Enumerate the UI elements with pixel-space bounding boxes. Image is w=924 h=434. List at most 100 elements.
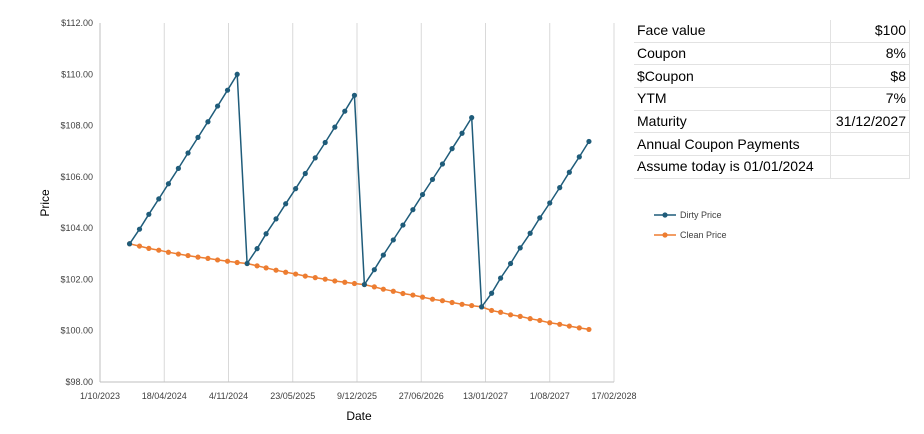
data-point bbox=[175, 251, 181, 257]
data-point bbox=[205, 255, 211, 262]
info-label: Assume today is 01/01/2024 bbox=[634, 155, 831, 179]
data-point bbox=[429, 176, 436, 183]
data-point bbox=[293, 186, 299, 192]
data-point bbox=[527, 316, 533, 322]
data-point bbox=[419, 294, 426, 300]
x-tick-label: 23/05/2025 bbox=[270, 391, 315, 401]
data-point bbox=[517, 245, 523, 251]
x-tick-label: 1/10/2023 bbox=[80, 391, 120, 401]
data-point bbox=[185, 252, 191, 259]
data-point bbox=[537, 215, 543, 221]
y-tick-label: $110.00 bbox=[61, 69, 93, 79]
series-clean-price bbox=[126, 241, 592, 333]
y-tick-labels: $98.00 $100.00 $102.00 $104.00 $106.00 $108.0… bbox=[60, 18, 93, 387]
data-point bbox=[400, 290, 406, 297]
data-point bbox=[332, 278, 338, 284]
data-point bbox=[234, 259, 240, 266]
data-point bbox=[263, 231, 269, 237]
data-point bbox=[449, 299, 455, 306]
data-point bbox=[489, 290, 495, 296]
data-point bbox=[380, 286, 386, 292]
info-label: Annual Coupon Payments bbox=[634, 132, 831, 157]
data-point bbox=[156, 196, 162, 202]
info-value: $100 bbox=[830, 20, 910, 43]
legend-label: Dirty Price bbox=[680, 210, 722, 220]
data-point bbox=[429, 296, 436, 302]
data-point bbox=[322, 276, 328, 282]
data-point bbox=[371, 284, 377, 290]
data-point bbox=[214, 103, 221, 109]
data-point bbox=[302, 170, 308, 177]
x-tick-labels: 1/10/2023 18/04/2024 4/11/2024 23/05/2025 9/… bbox=[80, 391, 637, 401]
data-point bbox=[195, 254, 201, 260]
series-group bbox=[126, 71, 592, 333]
info-row: Assume today is 01/01/2024 bbox=[634, 155, 910, 179]
data-point bbox=[459, 301, 465, 307]
data-point bbox=[146, 245, 152, 252]
data-point bbox=[136, 226, 143, 232]
data-point bbox=[214, 257, 221, 263]
data-point bbox=[469, 302, 475, 309]
data-point bbox=[507, 260, 514, 267]
legend: Dirty Price Clean Price bbox=[654, 210, 727, 240]
data-point bbox=[293, 271, 299, 277]
data-point bbox=[205, 119, 211, 125]
data-point bbox=[146, 211, 152, 217]
data-point bbox=[390, 288, 396, 294]
info-value: 8% bbox=[830, 42, 910, 66]
data-point bbox=[479, 304, 485, 310]
x-tick-label: 1/08/2027 bbox=[530, 391, 570, 401]
data-point bbox=[312, 155, 318, 161]
data-point bbox=[254, 246, 260, 252]
data-point bbox=[302, 273, 308, 279]
data-point bbox=[312, 275, 318, 281]
y-tick-label: $100.00 bbox=[60, 326, 93, 336]
x-axis-title: Date bbox=[346, 409, 372, 423]
info-row: Maturity 31/12/2027 bbox=[634, 110, 910, 134]
info-label: $Coupon bbox=[634, 64, 831, 89]
data-point bbox=[547, 200, 553, 206]
info-row: Annual Coupon Payments bbox=[634, 132, 910, 157]
info-label: Face value bbox=[634, 20, 831, 43]
data-point bbox=[469, 115, 475, 121]
data-point bbox=[263, 265, 269, 271]
data-point bbox=[380, 252, 386, 258]
data-point bbox=[557, 321, 563, 327]
data-point bbox=[273, 216, 279, 222]
data-point bbox=[586, 326, 592, 333]
data-point bbox=[566, 323, 572, 329]
data-point bbox=[439, 298, 446, 304]
data-point bbox=[400, 222, 406, 228]
data-point bbox=[283, 269, 289, 275]
data-point bbox=[351, 92, 358, 98]
data-point bbox=[410, 292, 416, 298]
data-point bbox=[459, 130, 465, 136]
info-value bbox=[830, 155, 910, 179]
data-point bbox=[419, 191, 426, 198]
x-tick-label: 4/11/2024 bbox=[209, 391, 248, 401]
data-point bbox=[136, 243, 143, 249]
data-point bbox=[497, 309, 504, 315]
data-point bbox=[195, 134, 201, 140]
info-label: Maturity bbox=[634, 110, 831, 134]
y-tick-label: $112.00 bbox=[61, 18, 93, 28]
series-line bbox=[128, 71, 590, 310]
data-point bbox=[527, 230, 533, 236]
data-point bbox=[507, 312, 514, 318]
data-point bbox=[244, 260, 250, 267]
data-point bbox=[517, 313, 523, 319]
legend-marker bbox=[662, 232, 668, 238]
data-point bbox=[234, 71, 240, 77]
y-tick-label: $108.00 bbox=[60, 121, 93, 131]
data-point bbox=[332, 124, 338, 130]
data-point bbox=[351, 280, 358, 287]
data-point bbox=[390, 237, 396, 243]
data-point bbox=[224, 258, 231, 264]
y-tick-label: $106.00 bbox=[60, 172, 93, 182]
data-point bbox=[449, 146, 455, 152]
y-tick-label: $98.00 bbox=[65, 377, 93, 387]
x-tick-label: 17/02/2028 bbox=[591, 391, 636, 401]
axes bbox=[99, 23, 614, 383]
data-point bbox=[371, 267, 377, 273]
